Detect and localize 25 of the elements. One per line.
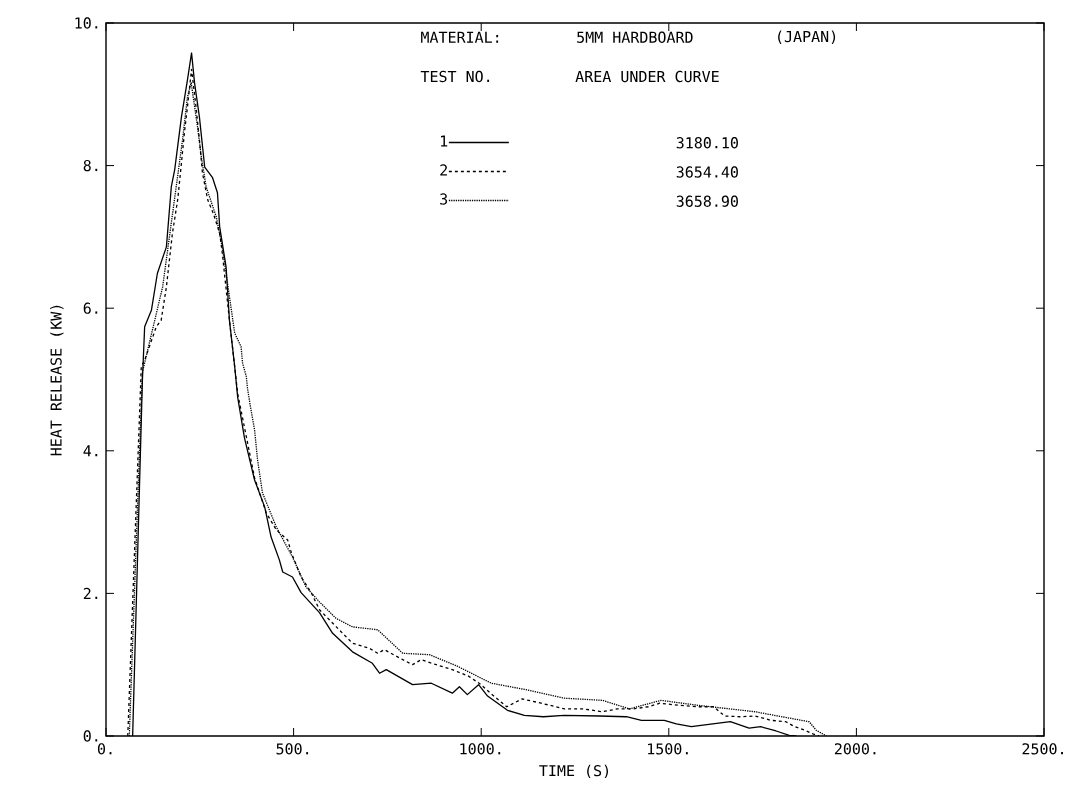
annotation: (JAPAN) [778, 30, 836, 44]
annotation: 3180.10 [676, 137, 738, 149]
y-tick-label: 6. [83, 302, 98, 314]
annotation: 5MM HARDBOARD [577, 31, 693, 43]
y-tick-label: 10. [75, 17, 98, 29]
x-tick-label: 2000. [834, 743, 876, 755]
y-tick-label: 0. [83, 730, 98, 742]
annotation: MATERIAL: [421, 31, 499, 43]
y-tick-label: 8. [83, 159, 98, 172]
x-tick-label: 0. [97, 743, 112, 755]
y-tick-label: 4. [83, 445, 98, 457]
x-tick-label: 2500. [1022, 743, 1063, 755]
x-tick-label: 1000. [460, 743, 501, 755]
y-axis-title: HEAT RELEASE (KW) [50, 305, 64, 456]
annotation: AREA UNDER CURVE [575, 70, 719, 83]
y-tick-label: 2. [83, 587, 98, 599]
legend-label: 3 [440, 193, 448, 205]
legend-label: 1 [440, 135, 448, 147]
x-tick-label: 1500. [648, 743, 688, 755]
x-tick-label: 500. [276, 743, 309, 755]
annotation: 3654.40 [676, 166, 738, 178]
x-axis-title: TIME (S) [539, 764, 608, 779]
legend-title: TEST NO. [420, 70, 490, 83]
legend-label: 2 [440, 164, 447, 176]
annotation: 3658.90 [676, 195, 738, 207]
